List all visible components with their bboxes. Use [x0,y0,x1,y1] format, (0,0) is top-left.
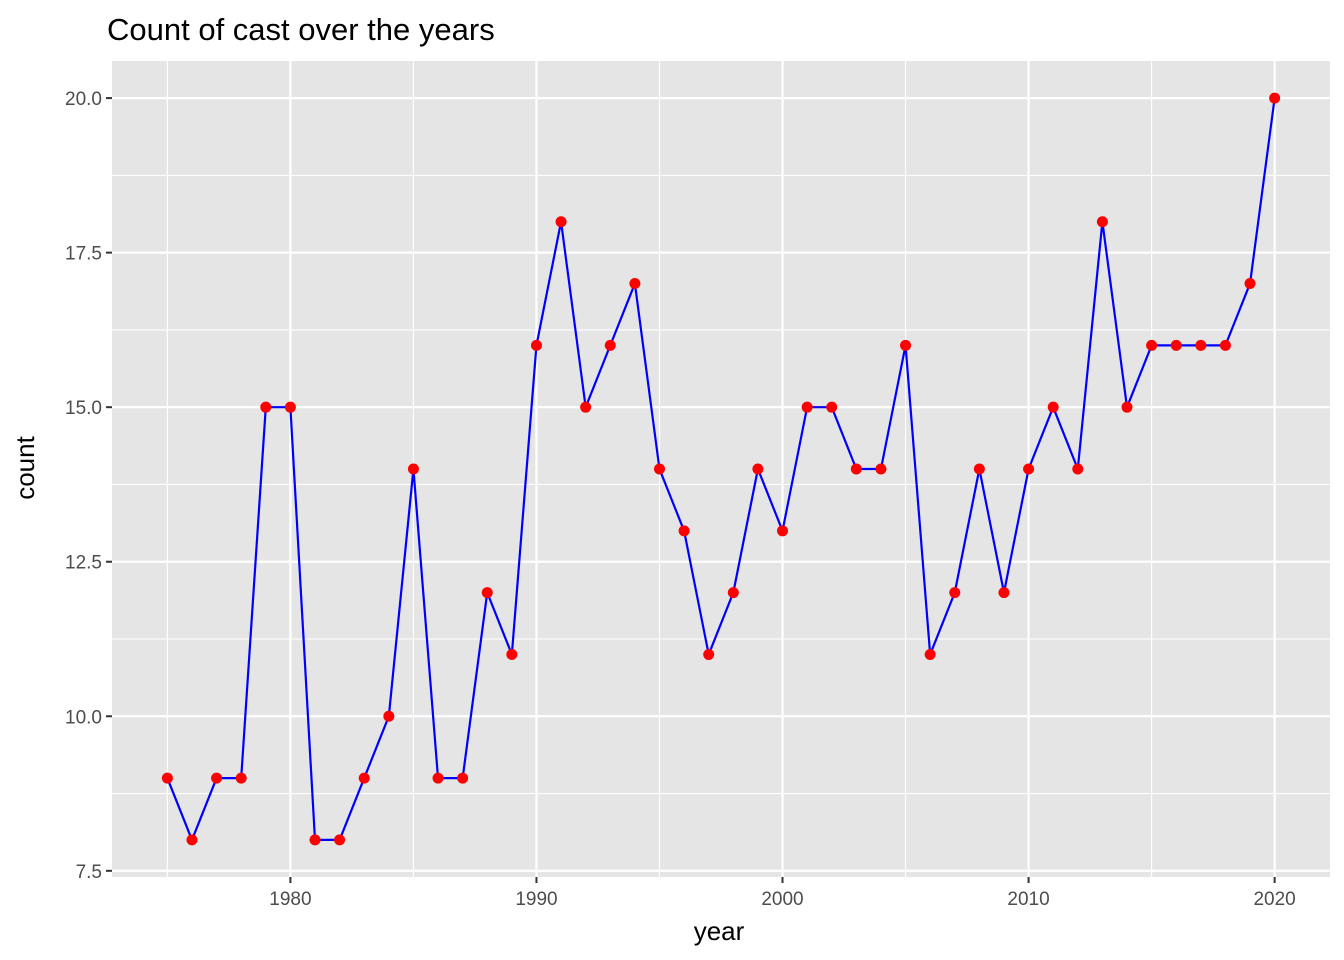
data-point [186,834,198,846]
x-tick-label: 1980 [269,889,311,910]
data-point [777,525,789,537]
data-point [678,525,690,537]
data-point [235,772,247,784]
data-point [407,463,419,475]
data-point [457,772,469,784]
data-point [580,401,592,413]
data-point [924,648,936,660]
data-point [1269,92,1281,104]
x-tick-label: 2000 [761,889,803,910]
y-tick-label: 10.0 [65,707,102,728]
y-axis: 7.5 10.0 12.5 15.0 17.5 20.0 [65,89,112,883]
y-tick-label: 7.5 [76,862,102,883]
data-point [653,463,665,475]
data-point [973,463,985,475]
y-axis-title: count [10,435,40,499]
data-point [850,463,862,475]
data-point [211,772,223,784]
data-point [875,463,887,475]
y-tick-label: 17.5 [65,244,102,265]
x-tick-label: 1990 [515,889,557,910]
data-point [432,772,444,784]
y-tick-label: 15.0 [65,398,102,419]
data-point [383,710,395,722]
plot-panel [112,61,1330,877]
data-point [801,401,813,413]
data-point [998,587,1010,599]
data-point [1023,463,1035,475]
data-point [1219,339,1231,351]
data-point [481,587,493,599]
data-point [1047,401,1059,413]
data-point [900,339,912,351]
data-point [703,648,715,660]
series-line [166,97,1276,842]
y-tick-label: 12.5 [65,553,102,574]
data-point [1072,463,1084,475]
data-point [1121,401,1133,413]
data-point [334,834,346,846]
data-point [1195,339,1207,351]
data-point [629,278,641,290]
data-point [1244,278,1256,290]
data-point [604,339,616,351]
data-point [752,463,764,475]
data-point [506,648,518,660]
data-point [1146,339,1158,351]
data-point [826,401,838,413]
data-point [309,834,321,846]
data-point [555,216,567,228]
series-points-group [161,92,1281,846]
data-point [530,339,542,351]
chart-title: Count of cast over the years [107,12,495,47]
data-point [161,772,173,784]
data-point [1096,216,1108,228]
x-tick-label: 2020 [1253,889,1295,910]
data-point [1170,339,1182,351]
data-point [284,401,296,413]
data-point [949,587,961,599]
y-tick-label: 20.0 [65,89,102,110]
x-tick-label: 2010 [1007,889,1049,910]
data-point [727,587,739,599]
data-point [358,772,370,784]
series-line-group [166,97,1276,842]
x-axis: 1980 1990 2000 2010 2020 [269,877,1296,910]
x-axis-title: year [694,916,745,946]
data-point [260,401,272,413]
